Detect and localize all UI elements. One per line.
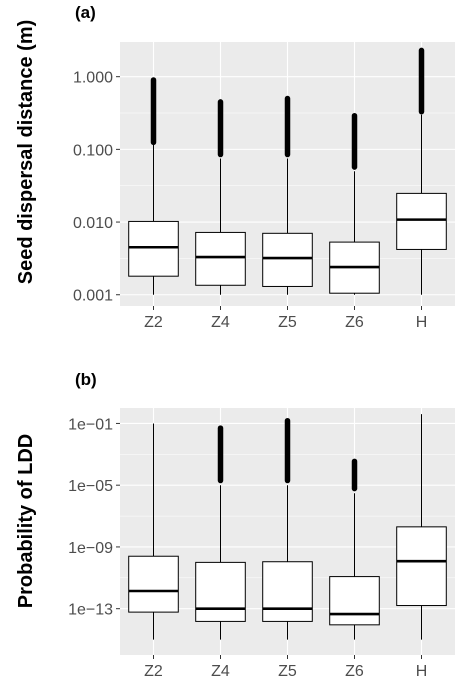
- iqr-box: [128, 555, 179, 613]
- iqr-box: [195, 561, 246, 622]
- x-tick-label: H: [416, 663, 428, 680]
- x-tick-label: Z2: [144, 663, 163, 680]
- x-tick-label: Z5: [278, 663, 297, 680]
- x-tick-label: Z6: [345, 663, 364, 680]
- y-tick-label: 1.000: [73, 70, 113, 87]
- iqr-box: [195, 231, 246, 286]
- panel-b-plot-area: 1e−13 1e−09 1e−05 1e−01 Z2 Z4 Z5 Z6 H: [68, 408, 455, 680]
- panel-b-label: (b): [75, 370, 97, 389]
- iqr-box: [396, 192, 447, 250]
- x-tick-label: Z4: [211, 663, 230, 680]
- box-H: [396, 47, 447, 295]
- y-tick-label: 1e−13: [68, 602, 113, 619]
- panel-a-label: (a): [75, 3, 96, 22]
- box-Z4: [195, 425, 246, 640]
- iqr-box: [262, 561, 313, 622]
- iqr-box: [262, 232, 313, 287]
- y-tick-label: 0.100: [73, 142, 113, 159]
- box-Z6: [329, 113, 380, 295]
- box-Z5: [262, 95, 313, 295]
- y-tick-label: 0.001: [73, 288, 113, 305]
- x-tick-label: Z6: [345, 314, 364, 331]
- box-Z4: [195, 99, 246, 295]
- y-tick-label: 0.010: [73, 215, 113, 232]
- panel-b-y-axis-title: Probability of LDD: [15, 434, 37, 608]
- panel-a: (a) Seed dispersal distance (m) 0.0010.0…: [15, 3, 455, 331]
- box-Z2: [128, 77, 179, 295]
- x-tick-label: Z2: [144, 314, 163, 331]
- y-tick-label: 1e−09: [68, 540, 113, 557]
- iqr-box: [329, 576, 380, 626]
- iqr-box: [396, 526, 447, 607]
- y-tick-label: 1e−05: [68, 478, 113, 495]
- box-H: [396, 414, 447, 640]
- box-Z6: [329, 458, 380, 640]
- x-tick-label: Z4: [211, 314, 230, 331]
- iqr-box: [128, 220, 179, 277]
- y-tick-label: 1e−01: [68, 416, 113, 433]
- panel-a-y-axis-title: Seed dispersal distance (m): [15, 20, 37, 285]
- x-tick-label: H: [416, 314, 428, 331]
- box-Z5: [262, 417, 313, 640]
- x-tick-label: Z5: [278, 314, 297, 331]
- panel-b: (b) Probability of LDD 1e−131e−091e−051e…: [15, 370, 455, 680]
- box-Z2: [128, 423, 179, 640]
- panel-a-plot-area: 0.001 0.010 0.100 1.000 Z2 Z4 Z5 Z6 H: [73, 42, 455, 331]
